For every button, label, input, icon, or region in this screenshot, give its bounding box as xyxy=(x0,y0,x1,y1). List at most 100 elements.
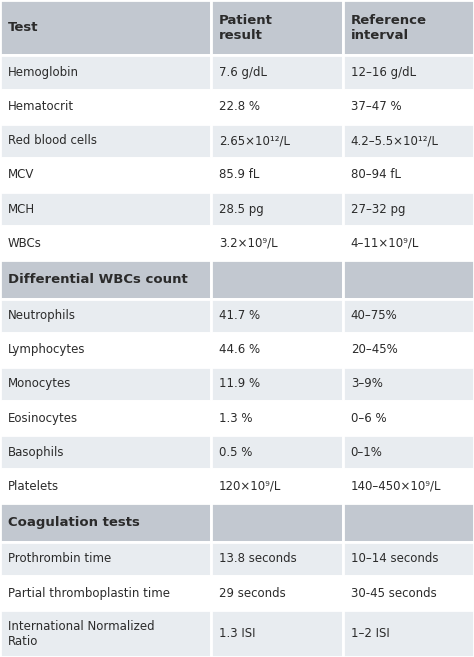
Bar xyxy=(211,260,343,299)
Text: 37–47 %: 37–47 % xyxy=(351,100,401,113)
Bar xyxy=(211,55,343,89)
Bar xyxy=(0,367,211,401)
Text: 1.3 ISI: 1.3 ISI xyxy=(219,627,255,640)
Text: Patient
result: Patient result xyxy=(219,14,273,42)
Bar xyxy=(0,435,211,469)
Bar xyxy=(211,124,343,158)
Text: 3–9%: 3–9% xyxy=(351,378,383,390)
Text: WBCs: WBCs xyxy=(8,237,42,250)
Text: Lymphocytes: Lymphocytes xyxy=(8,344,85,356)
Text: 80–94 fL: 80–94 fL xyxy=(351,168,401,181)
Bar xyxy=(0,55,211,89)
Bar xyxy=(211,299,343,332)
Text: 28.5 pg: 28.5 pg xyxy=(219,202,264,215)
Text: 29 seconds: 29 seconds xyxy=(219,587,286,599)
Bar xyxy=(211,367,343,401)
Text: 41.7 %: 41.7 % xyxy=(219,309,260,322)
Text: 30-45 seconds: 30-45 seconds xyxy=(351,587,437,599)
Bar xyxy=(343,226,474,260)
Text: Coagulation tests: Coagulation tests xyxy=(8,516,140,529)
Text: MCV: MCV xyxy=(8,168,35,181)
Text: Platelets: Platelets xyxy=(8,480,59,493)
Bar xyxy=(343,367,474,401)
Bar xyxy=(0,0,211,55)
Text: Monocytes: Monocytes xyxy=(8,378,72,390)
Bar xyxy=(343,192,474,226)
Bar xyxy=(343,332,474,367)
Text: 22.8 %: 22.8 % xyxy=(219,100,260,113)
Bar xyxy=(343,503,474,542)
Bar xyxy=(211,192,343,226)
Bar xyxy=(343,469,474,503)
Bar xyxy=(343,299,474,332)
Text: Prothrombin time: Prothrombin time xyxy=(8,553,111,566)
Bar xyxy=(211,401,343,435)
Text: 12–16 g/dL: 12–16 g/dL xyxy=(351,66,416,79)
Text: Differential WBCs count: Differential WBCs count xyxy=(8,273,188,286)
Text: 20–45%: 20–45% xyxy=(351,344,398,356)
Bar xyxy=(0,503,211,542)
Bar xyxy=(0,542,211,576)
Bar xyxy=(343,435,474,469)
Bar xyxy=(0,260,211,299)
Text: 4.2–5.5×10¹²/L: 4.2–5.5×10¹²/L xyxy=(351,134,439,147)
Text: MCH: MCH xyxy=(8,202,35,215)
Bar xyxy=(211,435,343,469)
Text: 13.8 seconds: 13.8 seconds xyxy=(219,553,297,566)
Text: 1.3 %: 1.3 % xyxy=(219,411,253,424)
Bar xyxy=(211,0,343,55)
Bar xyxy=(343,260,474,299)
Bar xyxy=(0,226,211,260)
Text: 140–450×10⁹/L: 140–450×10⁹/L xyxy=(351,480,441,493)
Bar xyxy=(0,299,211,332)
Bar xyxy=(211,89,343,124)
Text: Test: Test xyxy=(8,21,38,34)
Text: 11.9 %: 11.9 % xyxy=(219,378,260,390)
Bar xyxy=(0,332,211,367)
Text: Red blood cells: Red blood cells xyxy=(8,134,97,147)
Bar xyxy=(211,503,343,542)
Bar xyxy=(0,124,211,158)
Bar xyxy=(211,332,343,367)
Bar xyxy=(211,576,343,610)
Bar xyxy=(343,401,474,435)
Bar xyxy=(343,610,474,657)
Text: 3.2×10⁹/L: 3.2×10⁹/L xyxy=(219,237,278,250)
Text: Reference
interval: Reference interval xyxy=(351,14,427,42)
Bar xyxy=(211,158,343,192)
Bar xyxy=(211,610,343,657)
Text: Hemoglobin: Hemoglobin xyxy=(8,66,79,79)
Text: 0–6 %: 0–6 % xyxy=(351,411,386,424)
Text: 85.9 fL: 85.9 fL xyxy=(219,168,259,181)
Bar xyxy=(0,469,211,503)
Bar xyxy=(0,576,211,610)
Text: 120×10⁹/L: 120×10⁹/L xyxy=(219,480,281,493)
Bar xyxy=(0,401,211,435)
Bar xyxy=(0,89,211,124)
Bar xyxy=(0,158,211,192)
Text: 44.6 %: 44.6 % xyxy=(219,344,260,356)
Bar xyxy=(343,124,474,158)
Bar xyxy=(211,469,343,503)
Text: Hematocrit: Hematocrit xyxy=(8,100,74,113)
Text: Partial thromboplastin time: Partial thromboplastin time xyxy=(8,587,170,599)
Text: 40–75%: 40–75% xyxy=(351,309,398,322)
Bar xyxy=(343,55,474,89)
Text: Neutrophils: Neutrophils xyxy=(8,309,76,322)
Bar xyxy=(343,89,474,124)
Text: International Normalized
Ratio: International Normalized Ratio xyxy=(8,620,155,648)
Text: 0–1%: 0–1% xyxy=(351,445,383,459)
Text: Basophils: Basophils xyxy=(8,445,64,459)
Text: 1–2 ISI: 1–2 ISI xyxy=(351,627,390,640)
Bar xyxy=(211,226,343,260)
Bar xyxy=(343,576,474,610)
Bar xyxy=(0,192,211,226)
Text: 2.65×10¹²/L: 2.65×10¹²/L xyxy=(219,134,290,147)
Bar xyxy=(0,610,211,657)
Text: 10–14 seconds: 10–14 seconds xyxy=(351,553,438,566)
Bar xyxy=(343,0,474,55)
Bar xyxy=(343,542,474,576)
Bar xyxy=(211,542,343,576)
Text: 27–32 pg: 27–32 pg xyxy=(351,202,405,215)
Text: 4–11×10⁹/L: 4–11×10⁹/L xyxy=(351,237,419,250)
